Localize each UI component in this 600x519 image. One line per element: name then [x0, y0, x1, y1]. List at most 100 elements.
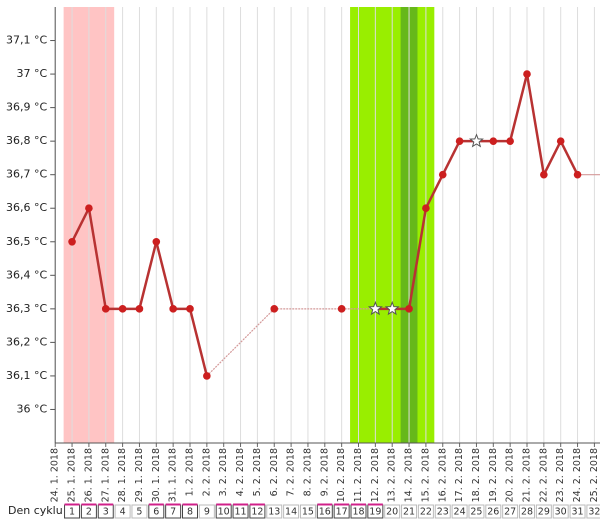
cycle-day: 25 [470, 507, 482, 518]
cycle-day-box [535, 504, 552, 519]
temp-point [506, 137, 514, 145]
x-tick-label: 22. 2. 2018 [538, 448, 549, 502]
cycle-day: 6 [153, 507, 159, 518]
y-tick-label: 36,3 °C [6, 302, 47, 315]
temp-line [559, 140, 579, 176]
cycle-day: 16 [319, 507, 331, 518]
cycle-day: 11 [235, 507, 247, 518]
temp-point [152, 237, 161, 246]
x-tick-label: 20. 2. 2018 [505, 448, 516, 502]
x-tick-label: 3. 2. 2018 [218, 448, 229, 496]
temp-point [422, 204, 430, 213]
cycle-day: 27 [504, 507, 516, 518]
x-tick-label: 31. 1. 2018 [168, 448, 179, 502]
x-tick-label: 24. 1. 2018 [50, 448, 61, 502]
x-tick-label: 12. 2. 2018 [370, 448, 381, 502]
cycle-day: 29 [538, 507, 550, 518]
x-tick-label: 18. 2. 2018 [471, 448, 482, 502]
y-tick-label: 36,5 °C [6, 235, 47, 248]
x-tick-label: 26. 1. 2018 [83, 448, 94, 502]
cycle-day: 4 [120, 507, 126, 518]
temp-point [203, 372, 211, 380]
cycle-day: 20 [386, 507, 398, 518]
star-point [384, 300, 400, 316]
y-tick-label: 36,9 °C [6, 101, 47, 114]
x-tick-label: 14. 2. 2018 [404, 448, 415, 502]
x-tick-label: 17. 2. 2018 [454, 448, 465, 502]
x-tick-label: 30. 1. 2018 [151, 448, 162, 502]
cycle-day: 14 [285, 507, 297, 518]
cycle-day-box [586, 504, 600, 519]
cycle-day: 8 [187, 507, 193, 518]
cycle-day-box [468, 504, 485, 519]
x-tick-label: 21. 2. 2018 [522, 448, 533, 502]
temp-point [337, 305, 346, 313]
cycle-day: 12 [251, 507, 263, 518]
temp-point [489, 137, 498, 145]
x-tick-label: 5. 2. 2018 [252, 448, 263, 496]
temp-point [573, 170, 582, 179]
cycle-day: 17 [336, 507, 348, 518]
cycle-day-box [519, 504, 535, 519]
cycle-day-box [451, 504, 468, 519]
cycle-label: Den cyklu [8, 504, 63, 517]
star-point [367, 300, 383, 316]
cycle-day: 32 [588, 507, 600, 518]
cycle-day: 13 [268, 507, 280, 518]
temp-line [424, 174, 444, 209]
cycle-day-box [417, 504, 434, 519]
y-tick-label: 36,6 °C [6, 201, 47, 214]
temp-point [405, 305, 413, 313]
y-tick-label: 36,2 °C [6, 335, 47, 348]
x-tick-label: 15. 2. 2018 [420, 448, 431, 502]
y-tick-label: 36,4 °C [6, 268, 47, 281]
temp-point [85, 204, 93, 213]
cycle-day-box [434, 504, 451, 519]
x-tick-label: 28. 1. 2018 [117, 448, 128, 502]
cycle-day-box [401, 504, 418, 519]
y-tick-label: 37,1 °C [6, 34, 47, 47]
cycle-day-box [114, 504, 131, 519]
cycle-day-box [502, 504, 519, 519]
cycle-day: 28 [521, 507, 533, 518]
cycle-day-box [552, 504, 569, 519]
x-tick-label: 1. 2. 2018 [185, 448, 196, 496]
x-tick-label: 9. 2. 2018 [319, 448, 330, 496]
x-tick-label: 24. 2. 2018 [572, 448, 583, 502]
temp-line [87, 208, 107, 310]
cycle-day-box [569, 504, 586, 519]
x-tick-label: 10. 2. 2018 [336, 448, 347, 502]
temp-line [138, 241, 158, 310]
x-tick-label: 13. 2. 2018 [387, 448, 398, 502]
cycle-day: 9 [204, 507, 210, 518]
temp-point [270, 305, 279, 313]
temp-line [441, 140, 461, 176]
temp-point [169, 305, 177, 313]
temp-point [101, 305, 110, 313]
cycle-day: 22 [420, 507, 432, 518]
x-tick-label: 11. 2. 2018 [353, 448, 364, 502]
gap-line [206, 308, 275, 377]
x-tick-label: 23. 2. 2018 [555, 448, 566, 502]
cycle-day-box [266, 504, 283, 519]
x-tick-label: 2. 2. 2018 [201, 448, 212, 496]
x-tick-label: 16. 2. 2018 [437, 448, 448, 502]
x-tick-label: 8. 2. 2018 [302, 448, 313, 496]
temp-point [68, 237, 76, 246]
temp-line [525, 73, 546, 175]
cycle-day: 15 [302, 507, 314, 518]
temp-line [155, 241, 175, 310]
x-tick-label: 25. 1. 2018 [67, 448, 78, 502]
x-tick-label: 19. 2. 2018 [488, 448, 499, 502]
cycle-day-box [131, 504, 148, 519]
x-tick-label: 7. 2. 2018 [286, 448, 297, 496]
cycle-day: 23 [437, 507, 449, 518]
cycle-day: 31 [572, 507, 584, 518]
temp-point [523, 70, 531, 78]
temp-line [542, 140, 562, 176]
cycle-day: 26 [487, 507, 499, 518]
temp-point [135, 305, 144, 313]
temp-point [556, 137, 565, 145]
cycle-day: 3 [103, 507, 109, 518]
